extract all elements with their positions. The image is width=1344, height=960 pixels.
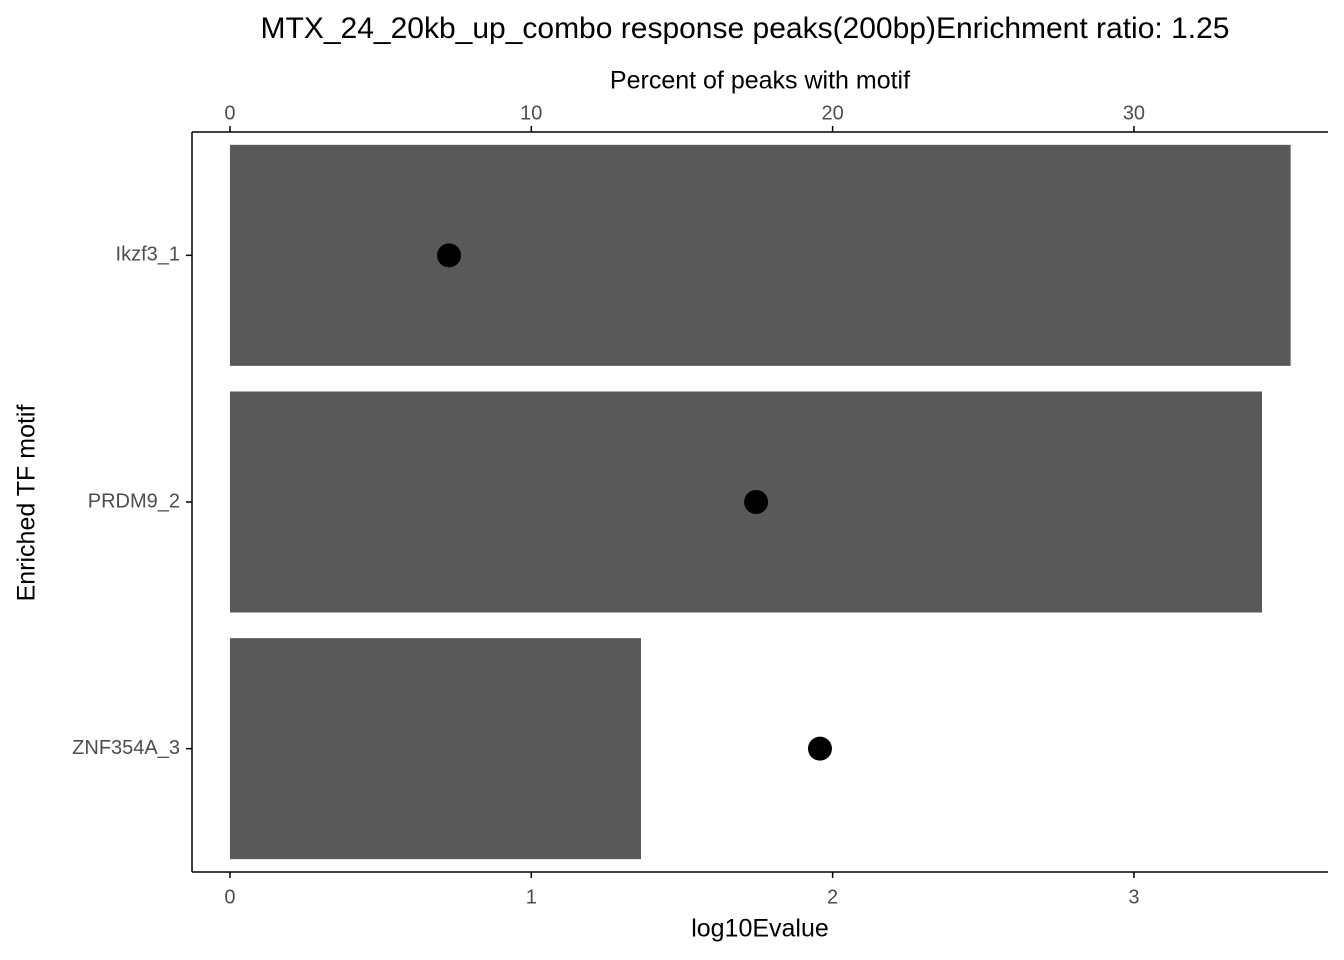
point — [807, 736, 832, 761]
x2-tick-label: 20 — [821, 102, 843, 124]
x-axis-title: log10Evalue — [691, 915, 829, 943]
x-tick-label: 2 — [827, 886, 838, 908]
x2-axis-title: Percent of peaks with motif — [610, 67, 910, 95]
x2-tick-label: 0 — [224, 102, 235, 124]
bar — [229, 144, 1291, 366]
y-axis-title: Enriched TF motif — [13, 405, 41, 602]
x2-tick-label: 10 — [520, 102, 542, 124]
x2-tick-label: 30 — [1123, 102, 1145, 124]
x-tick-label: 0 — [224, 886, 235, 908]
bar — [229, 638, 641, 860]
y-tick-label: Ikzf3_1 — [116, 244, 180, 266]
chart-title: MTX_24_20kb_up_combo response peaks(200b… — [261, 12, 1230, 45]
y-tick-label: ZNF354A_3 — [72, 737, 180, 759]
y-tick-label: PRDM9_2 — [88, 490, 180, 512]
point — [437, 243, 462, 268]
x-tick-label: 3 — [1128, 886, 1139, 908]
x-tick-label: 1 — [526, 886, 537, 908]
point — [744, 490, 769, 514]
